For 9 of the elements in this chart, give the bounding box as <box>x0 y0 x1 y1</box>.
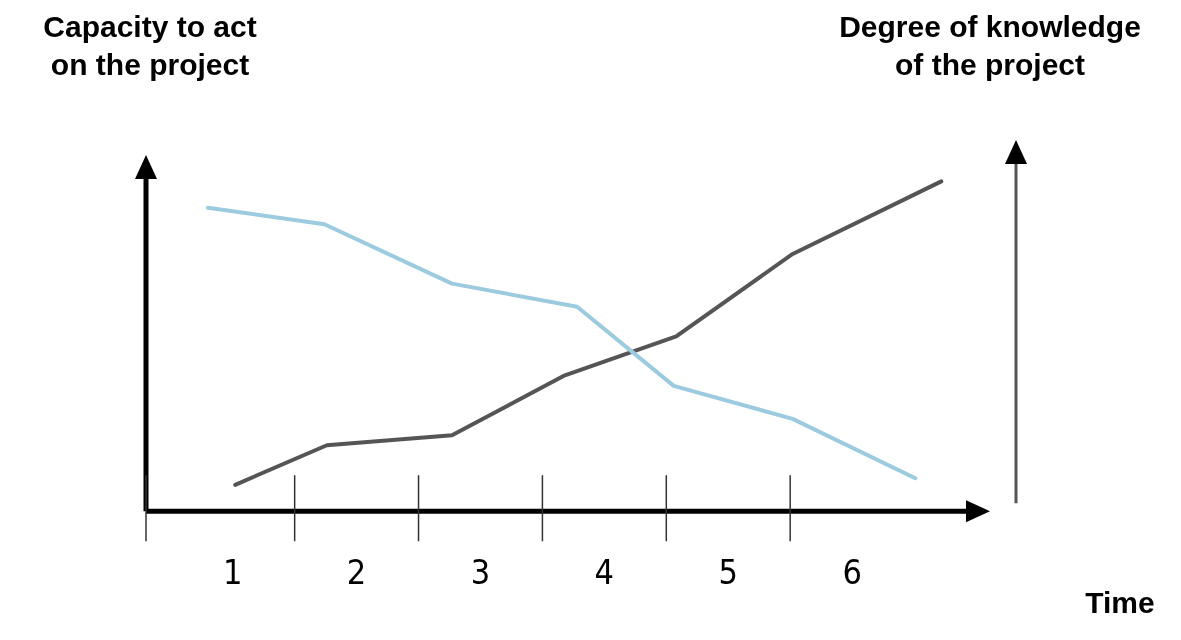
x-tick-label: 4 <box>594 552 615 593</box>
x-axis-title: Time <box>1084 585 1156 621</box>
y2-axis-title: Degree of knowledge of the project <box>838 9 1142 83</box>
x-tick-label: 5 <box>718 552 738 593</box>
x-tick-label: 3 <box>470 552 491 593</box>
x-tick-label: 6 <box>842 552 862 593</box>
y-axis-title: Capacity to act on the project <box>42 9 258 83</box>
x-tick-label: 1 <box>222 552 243 593</box>
x-tick-label: 2 <box>346 552 367 593</box>
